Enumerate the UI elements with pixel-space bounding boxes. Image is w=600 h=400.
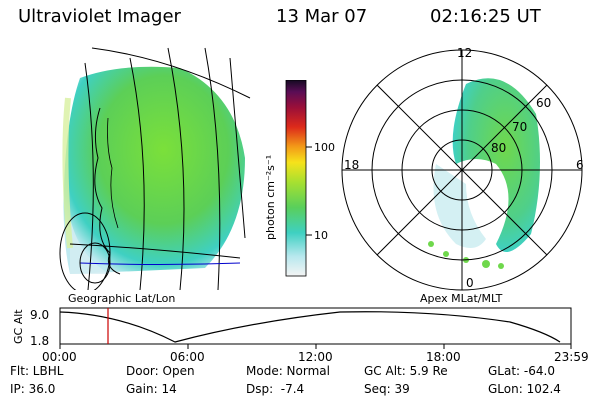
status-seq: Seq: 39 — [364, 382, 410, 396]
time-tick-0600: 06:00 — [170, 350, 205, 364]
mlt-label-18: 18 — [344, 158, 360, 172]
geo-panel-label: Geographic Lat/Lon — [68, 292, 176, 305]
status-gain: Gain: 14 — [126, 382, 177, 396]
mlt-label-12: 12 — [457, 46, 473, 60]
instrument-title: Ultraviolet Imager — [18, 6, 181, 27]
colorbar: photon cm⁻²s⁻¹ — [264, 80, 312, 277]
mlat-label-60: 60 — [536, 96, 552, 110]
altitude-axis-label: GC Alt — [12, 309, 25, 344]
time-tick-2359: 23:59 — [554, 350, 589, 364]
grid-meridian — [84, 62, 94, 290]
status-glat: GLat: -64.0 — [488, 364, 555, 378]
status-glon: GLon: 102.4 — [488, 382, 561, 396]
altitude-curve — [59, 311, 561, 343]
grid-parallel — [91, 47, 251, 99]
colorbar-tick-10: 10 — [314, 229, 328, 242]
status-dsp: Dsp: -7.4 — [246, 382, 305, 396]
colorbar-unit-label: photon cm⁻²s⁻¹ — [264, 155, 277, 240]
altitude-ytick-max: 9.0 — [30, 308, 50, 322]
time-tick-1200: 12:00 — [298, 350, 333, 364]
colorbar-tick-100: 100 — [314, 141, 335, 154]
time-tick-1800: 18:00 — [426, 350, 461, 364]
status-door: Door: Open — [126, 364, 195, 378]
polar-panel-label: Apex MLat/MLT — [420, 292, 503, 305]
status-ip: IP: 36.0 — [10, 382, 56, 396]
mlt-label-6: 6 — [576, 158, 584, 172]
time-tick-0000: 00:00 — [42, 350, 77, 364]
polar-mlat-mlt-panel — [341, 49, 583, 291]
aurora-oval — [452, 78, 540, 253]
mlat-label-70: 70 — [512, 120, 528, 134]
altitude-timeline-plot: GC Alt — [12, 307, 572, 349]
time-label: 02:16:25 UT — [430, 6, 541, 27]
status-gc-alt: GC Alt: 5.9 Re — [364, 364, 448, 378]
status-mode: Mode: Normal — [246, 364, 330, 378]
mlat-label-80: 80 — [491, 141, 507, 155]
aurora-emission — [63, 66, 245, 274]
altitude-ytick-min: 1.8 — [30, 334, 50, 348]
date-label: 13 Mar 07 — [276, 6, 368, 27]
coastline — [94, 107, 121, 275]
mlt-label-0: 0 — [466, 276, 474, 290]
geographic-image-panel — [59, 47, 251, 290]
status-filter: Flt: LBHL — [10, 364, 64, 378]
